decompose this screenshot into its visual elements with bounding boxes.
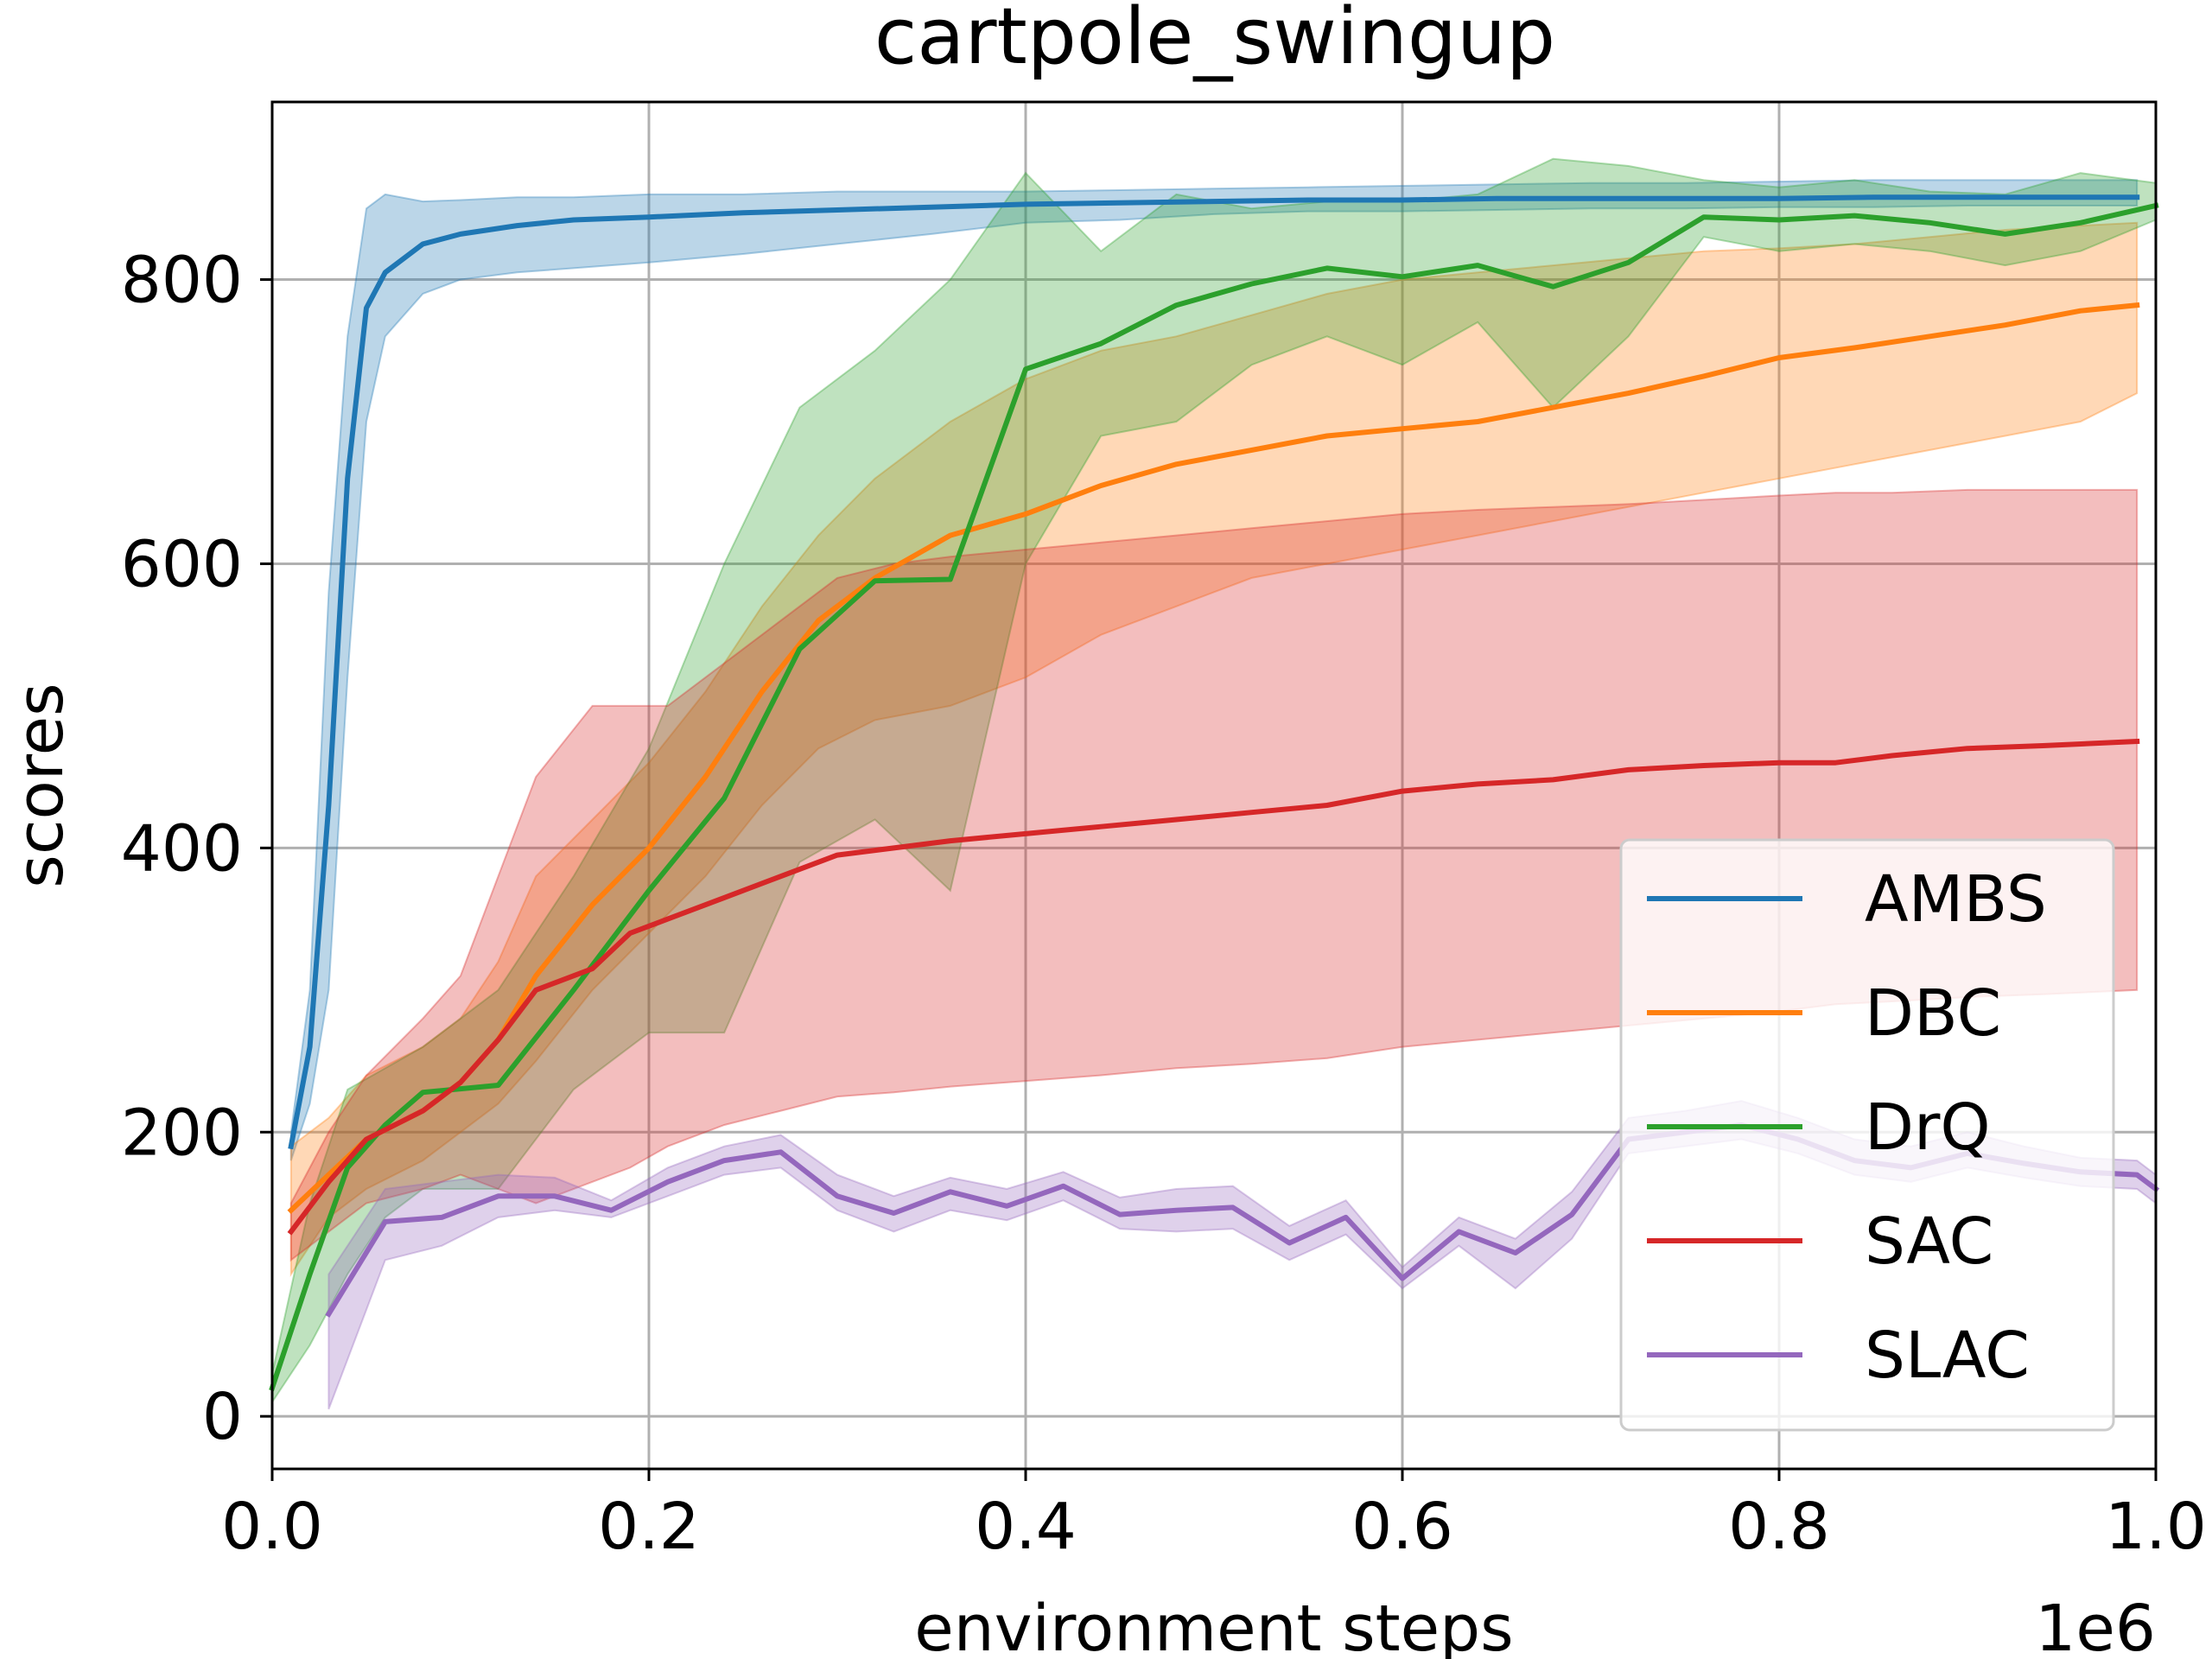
legend-label-sac: SAC — [1865, 1205, 1993, 1279]
y-tick-label: 600 — [121, 527, 243, 601]
x-tick-label: 1.0 — [2105, 1490, 2207, 1564]
y-ticks: 0 200 400 600 800 — [121, 244, 272, 1454]
ambs-line — [288, 194, 2140, 1150]
dbc-band — [289, 221, 2139, 1278]
legend-label-slac: SLAC — [1865, 1319, 2030, 1393]
drq-line — [269, 202, 2159, 1392]
sac-line — [287, 738, 2140, 1236]
x-ticks: 0.0 0.2 0.4 0.6 0.8 1.0 — [221, 1469, 2207, 1564]
x-tick-label: 0.0 — [221, 1490, 323, 1564]
x-tick-label: 0.4 — [975, 1490, 1077, 1564]
x-axis-label: environment steps — [914, 1592, 1513, 1659]
x-tick-label: 0.8 — [1728, 1490, 1830, 1564]
y-tick-label: 800 — [121, 244, 243, 318]
x-tick-label: 0.2 — [598, 1490, 700, 1564]
y-tick-label: 200 — [121, 1096, 243, 1170]
legend-label-ambs: AMBS — [1865, 862, 2047, 937]
bands — [271, 157, 2157, 1410]
ambs-band — [289, 179, 2139, 1161]
legend-box — [1619, 838, 2115, 1432]
y-axis-label: scores — [3, 683, 78, 887]
x-tick-label: 0.6 — [1351, 1490, 1453, 1564]
plot-frame — [270, 100, 2158, 1471]
legend-label-dbc: DBC — [1865, 976, 2001, 1051]
sac-band — [289, 488, 2139, 1262]
legend-label-drq: DrQ — [1865, 1090, 1991, 1165]
y-tick-label: 400 — [121, 811, 243, 886]
y-tick-label: 0 — [202, 1380, 243, 1454]
legend: AMBS DBC DrQ SAC SLAC — [1619, 838, 2115, 1432]
x-offset-label: 1e6 — [2035, 1592, 2156, 1659]
chart-title: cartpole_swingup — [874, 0, 1555, 82]
